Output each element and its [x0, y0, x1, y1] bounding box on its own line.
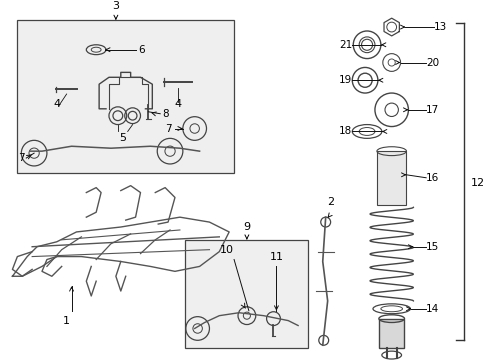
Text: 9: 9 [243, 222, 250, 232]
Bar [184, 240, 307, 348]
Text: 4: 4 [174, 99, 181, 109]
Text: 4: 4 [53, 99, 60, 109]
Text: 15: 15 [426, 242, 439, 252]
Text: 2: 2 [326, 197, 333, 207]
Text: 20: 20 [426, 58, 438, 68]
Text: 14: 14 [426, 304, 439, 314]
Text: 11: 11 [269, 252, 283, 262]
Text: 18: 18 [338, 126, 351, 136]
Text: 16: 16 [426, 173, 439, 183]
Text: 13: 13 [433, 22, 447, 32]
Bar [378, 319, 404, 348]
Text: 8: 8 [162, 109, 168, 119]
Text: 1: 1 [63, 316, 70, 325]
Text: 7: 7 [165, 123, 172, 134]
Text: 3: 3 [112, 1, 119, 11]
Text: 21: 21 [338, 40, 351, 50]
Bar [18, 20, 234, 173]
Text: 19: 19 [338, 75, 351, 85]
Text: 17: 17 [426, 105, 439, 115]
Text: 7: 7 [18, 153, 24, 163]
Text: 5: 5 [119, 133, 126, 143]
Bar [376, 151, 406, 205]
Text: 10: 10 [220, 245, 234, 255]
Text: 6: 6 [138, 45, 145, 55]
Text: 12: 12 [469, 178, 484, 188]
